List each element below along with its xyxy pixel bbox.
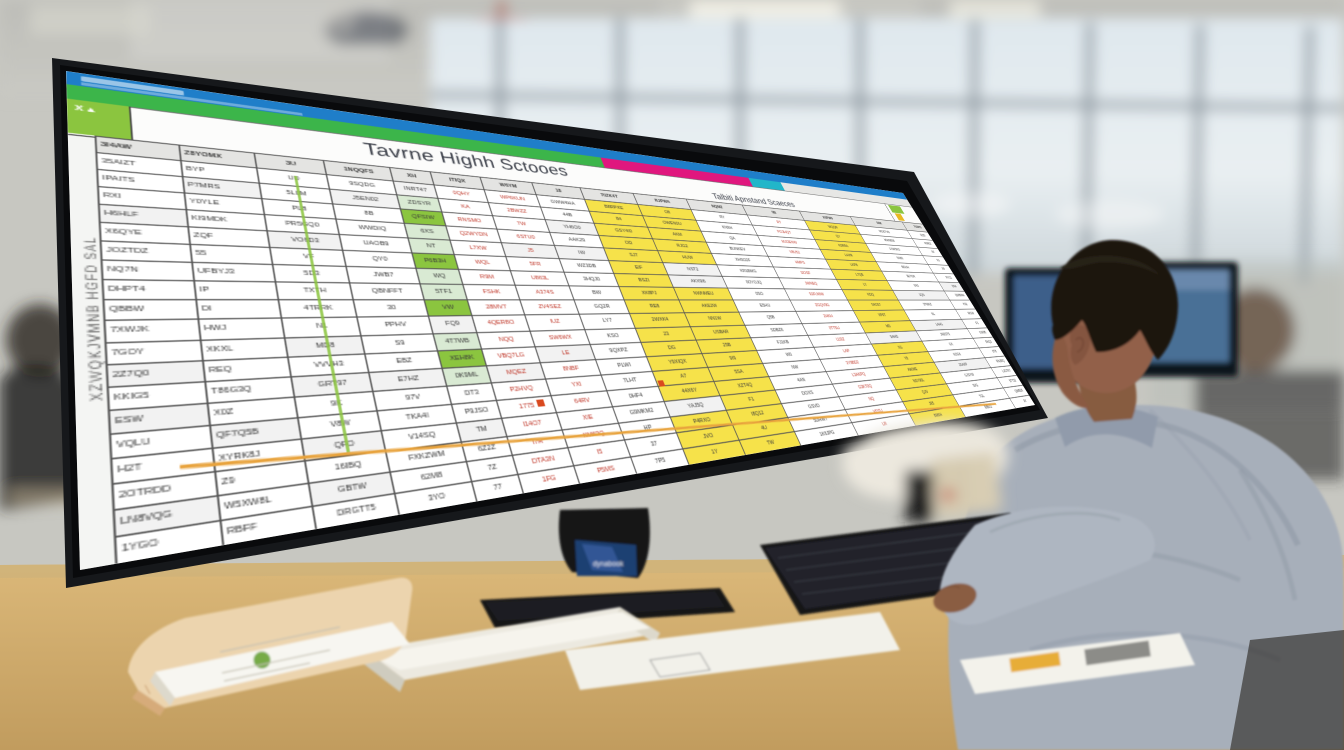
svg-text:dynabook: dynabook (593, 561, 624, 568)
